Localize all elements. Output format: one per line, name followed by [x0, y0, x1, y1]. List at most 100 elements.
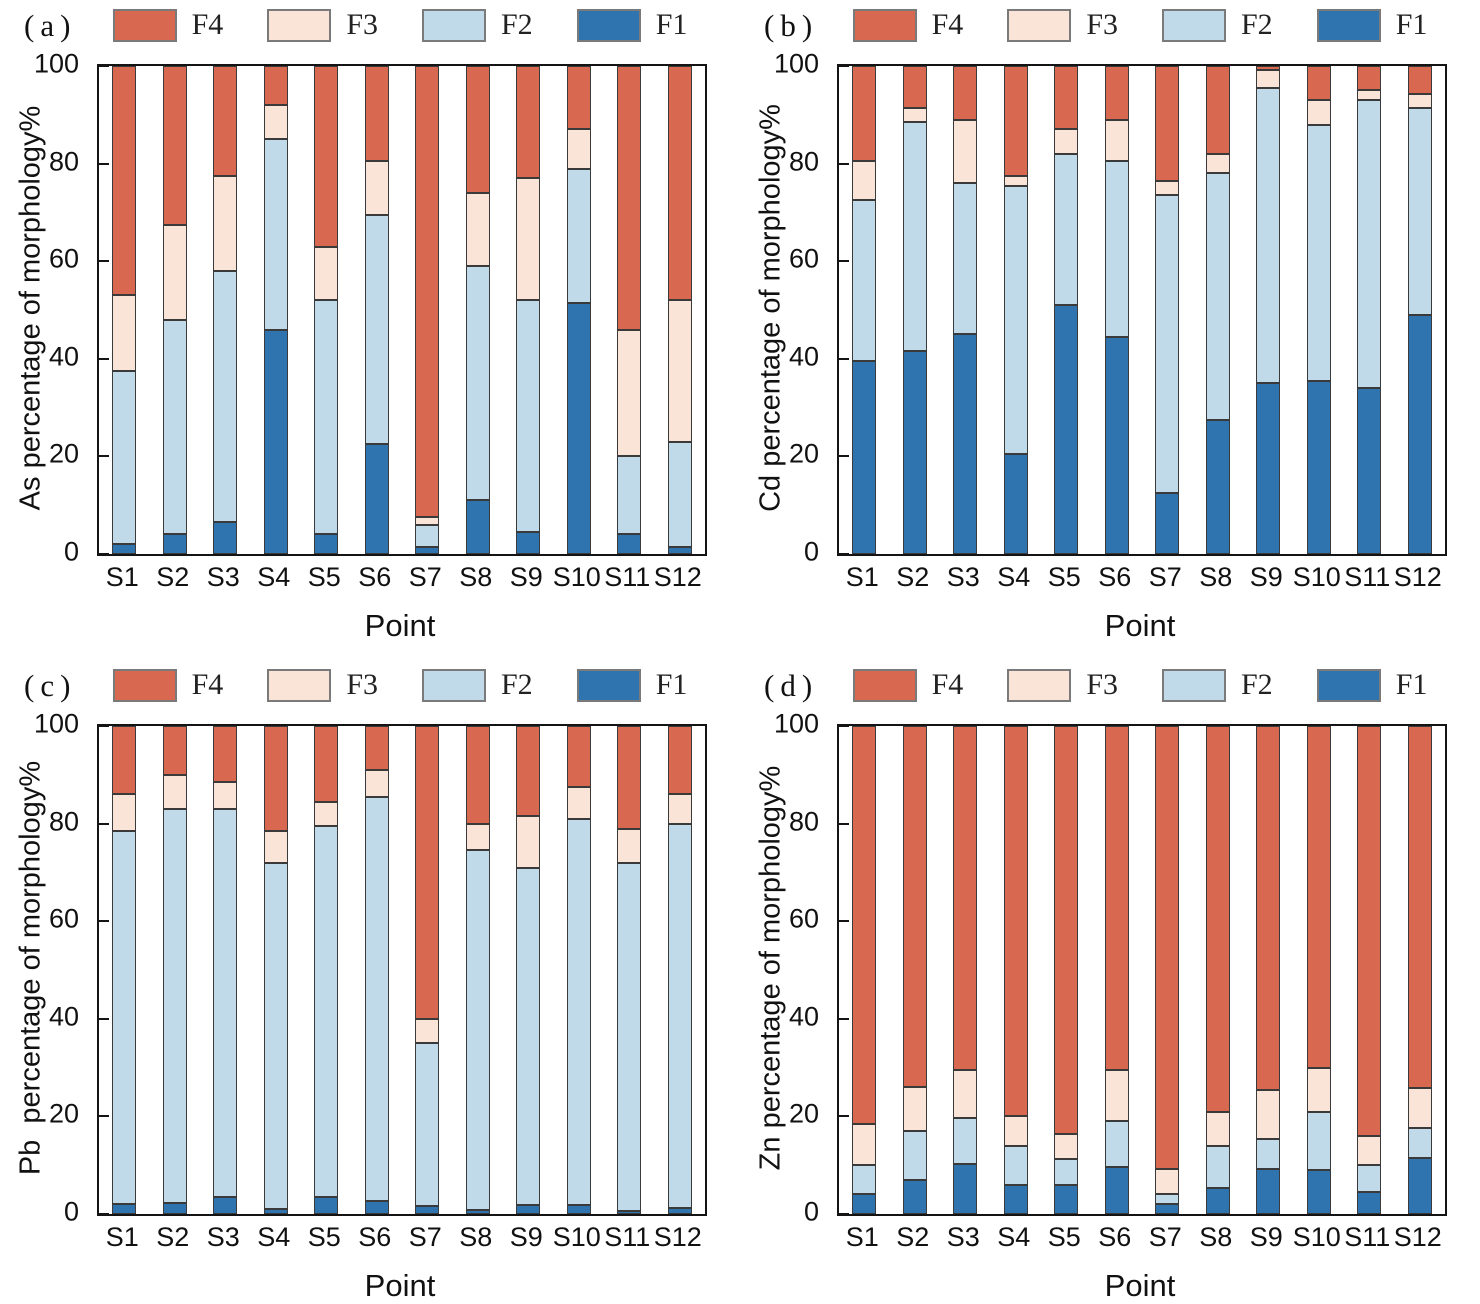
segment-f1-s3: [213, 1196, 238, 1214]
legend-item-f1: F1: [576, 8, 687, 42]
legend-item-f4: F4: [852, 8, 964, 42]
segment-f2-s3: [213, 808, 238, 1197]
legend-label-f1: F1: [655, 668, 688, 701]
stacked-bar-s11: [1357, 66, 1382, 554]
stacked-bar-s4: [1003, 726, 1028, 1214]
stacked-bar-s4: [263, 66, 288, 554]
y-tick-mark-40: [839, 1017, 849, 1020]
y-tick-mark-100: [99, 725, 109, 727]
segment-f4-s3: [953, 66, 978, 120]
segment-f3-s4: [263, 105, 288, 140]
stacked-bar-s9: [1256, 66, 1281, 554]
panel-b: (b) F4 F3 F2 F1 0 20 40 60 80 100 Cd percentage …: [740, 0, 1480, 644]
segment-f3-s8: [465, 823, 490, 851]
y-axis: 0 20 40 60 80 100: [0, 49, 97, 567]
bar-slot-s12: [655, 66, 706, 554]
x-tick-label-s7: S7: [408, 562, 442, 592]
y-tick-mark-100: [839, 65, 849, 67]
y-tick-label-0: 0: [803, 1196, 819, 1227]
segment-f3-s10: [1306, 1067, 1331, 1112]
segment-f3-s2: [162, 224, 187, 320]
y-tick-label-60: 60: [788, 243, 819, 274]
panel-letter-d: (d): [764, 668, 819, 703]
segment-f2-s7: [1155, 195, 1180, 493]
segment-f3-s9: [516, 816, 541, 868]
segment-f3-s3: [213, 782, 238, 809]
segment-f1-s11: [1357, 1192, 1382, 1214]
segment-f4-s2: [902, 66, 927, 108]
stacked-bar-s3: [953, 66, 978, 554]
legend-label-f3: F3: [346, 8, 378, 41]
x-tick-label-s6: S6: [358, 1222, 392, 1252]
y-tick-mark-0: [99, 1213, 109, 1215]
segment-f2-s9: [1256, 1138, 1281, 1170]
bar-slot-s7: [1142, 726, 1193, 1214]
stacked-bar-s1: [852, 66, 877, 554]
stacked-bar-s9: [1256, 726, 1281, 1214]
bar-slot-s7: [1142, 66, 1193, 554]
segment-f1-s10: [566, 1204, 591, 1214]
y-tick-label-40: 40: [48, 1001, 79, 1032]
segment-f1-s2: [902, 351, 927, 554]
segment-f1-s8: [1205, 1188, 1230, 1214]
bars: [99, 66, 705, 554]
legend-label-f4: F4: [931, 8, 964, 41]
segment-f4-s11: [1357, 66, 1382, 91]
segment-f2-s3: [953, 1117, 978, 1164]
x-tick-label-s1: S1: [845, 562, 879, 592]
segment-f2-s1: [112, 830, 137, 1205]
segment-f2-s5: [1054, 153, 1079, 306]
segment-f1-s3: [213, 522, 238, 554]
x-tick-label-s10: S10: [552, 1222, 601, 1252]
segment-f1-s7: [415, 546, 440, 554]
segment-f3-s5: [1054, 129, 1079, 154]
bar-slot-s6: [1092, 66, 1143, 554]
segment-f4-s8: [1205, 66, 1230, 154]
segment-f1-s1: [852, 361, 877, 554]
bar-slot-s2: [150, 726, 201, 1214]
stacked-bar-s10: [1306, 66, 1331, 554]
x-tick-label-s10: S10: [1292, 562, 1341, 592]
segment-f4-s10: [566, 66, 591, 130]
bar-slot-s5: [301, 66, 352, 554]
legend-label-f2: F2: [501, 8, 533, 41]
segment-f4-s10: [566, 726, 591, 788]
bar-slot-s11: [1344, 66, 1395, 554]
bar-slot-s1: [839, 726, 890, 1214]
legend-item-f2: F2: [1162, 8, 1273, 42]
segment-f3-s4: [263, 830, 288, 863]
segment-f1-s12: [1407, 314, 1432, 554]
bar-slot-s11: [1344, 726, 1395, 1214]
segment-f2-s6: [1104, 161, 1129, 337]
segment-f3-s11: [1357, 1136, 1382, 1166]
segment-f2-s6: [364, 214, 389, 445]
segment-f2-s8: [1205, 173, 1230, 420]
segment-f3-s7: [415, 517, 440, 525]
y-tick-label-100: 100: [773, 48, 819, 79]
x-tick-label-s8: S8: [1199, 1222, 1233, 1252]
segment-f3-s3: [213, 175, 238, 271]
bar-slot-s2: [150, 66, 201, 554]
bar-slot-s9: [1243, 66, 1294, 554]
x-tick-label-s9: S9: [1249, 1222, 1283, 1252]
legend-item-f3: F3: [267, 668, 378, 702]
stacked-bar-s2: [902, 66, 927, 554]
segment-f1-s9: [516, 532, 541, 554]
segment-f1-s4: [1003, 453, 1028, 554]
y-axis: 0 20 40 60 80 100: [740, 709, 837, 1227]
segment-f4-s9: [1256, 726, 1281, 1090]
legend-item-f3: F3: [1007, 668, 1118, 702]
bar-slot-s7: [402, 726, 453, 1214]
bar-slot-s12: [1395, 726, 1446, 1214]
segment-f2-s4: [263, 862, 288, 1210]
x-tick-label-s3: S3: [946, 562, 980, 592]
segment-f1-s2: [162, 534, 187, 554]
stacked-bar-s1: [852, 726, 877, 1214]
segment-f1-s8: [1205, 419, 1230, 554]
stacked-bar-s11: [1357, 726, 1382, 1214]
legend-swatch-f2: [422, 8, 486, 42]
segment-f1-s3: [953, 334, 978, 554]
segment-f4-s7: [415, 66, 440, 518]
stacked-bar-s8: [465, 726, 490, 1214]
